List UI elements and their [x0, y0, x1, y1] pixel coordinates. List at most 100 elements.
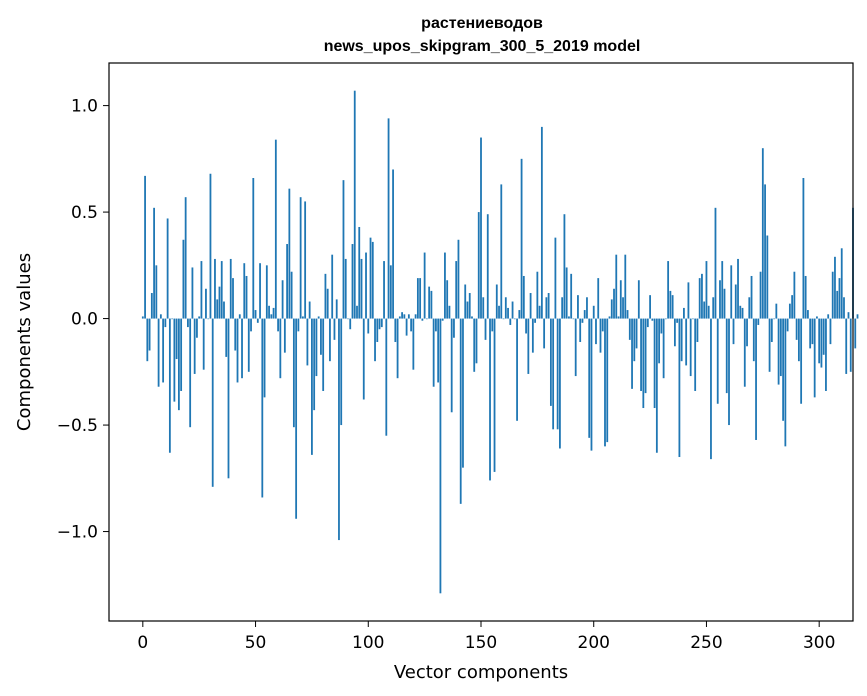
bar: [182, 239, 185, 319]
bar: [320, 318, 322, 355]
bar: [329, 318, 331, 362]
bar: [730, 265, 733, 319]
bar: [353, 90, 356, 319]
y-tick-label: 0.0: [71, 310, 98, 330]
bar: [193, 318, 196, 374]
bar: [710, 318, 712, 460]
bar: [511, 301, 514, 319]
bar: [455, 261, 458, 319]
bar: [439, 318, 442, 594]
bar: [588, 318, 591, 438]
bar: [281, 280, 284, 319]
bar: [755, 318, 757, 440]
bar: [218, 286, 221, 319]
bar: [856, 314, 859, 319]
bar: [453, 318, 455, 338]
bar: [644, 318, 647, 394]
bar: [770, 318, 773, 342]
bar: [664, 318, 667, 320]
bar: [338, 318, 340, 541]
bar: [171, 318, 174, 320]
bar: [520, 158, 523, 319]
bar: [811, 318, 814, 345]
bar: [295, 318, 298, 519]
bar: [286, 244, 289, 319]
bar: [209, 173, 212, 319]
bar: [141, 316, 144, 319]
bar: [786, 318, 789, 332]
bar: [509, 318, 512, 325]
bar: [261, 318, 264, 498]
bar: [696, 318, 699, 342]
bar: [301, 316, 304, 319]
bar: [739, 305, 742, 319]
bar: [586, 297, 588, 319]
bar: [421, 318, 424, 321]
y-tick-label: 0.5: [71, 203, 98, 223]
bar: [563, 214, 566, 319]
bar: [272, 307, 275, 319]
bar: [405, 318, 408, 336]
chart-title-line-1: растениеводов: [421, 15, 543, 32]
bar: [279, 318, 282, 379]
bar: [764, 184, 766, 319]
bar: [840, 248, 843, 319]
bar: [277, 318, 279, 332]
bar: [471, 316, 473, 319]
bar: [202, 318, 205, 370]
bar: [362, 318, 365, 400]
x-tick-label: 50: [245, 633, 267, 653]
bar: [737, 258, 739, 319]
bar: [335, 299, 338, 319]
bar: [153, 207, 155, 319]
bar: [247, 318, 250, 372]
bar: [554, 237, 557, 319]
bar: [502, 318, 505, 320]
bar: [211, 318, 214, 487]
bar: [270, 314, 273, 319]
bar: [333, 318, 336, 340]
bar: [646, 318, 649, 328]
bar: [435, 318, 437, 332]
bar: [459, 318, 462, 504]
bar: [356, 305, 358, 319]
bar: [816, 316, 818, 319]
bar: [495, 284, 498, 319]
bar: [227, 318, 230, 479]
bar: [410, 318, 413, 332]
bar: [398, 316, 401, 319]
bar: [166, 218, 169, 319]
bar: [836, 290, 839, 319]
bar: [387, 118, 390, 319]
bar: [574, 318, 577, 377]
bar: [150, 293, 153, 319]
bar: [297, 318, 300, 332]
bar: [829, 318, 832, 345]
bar: [649, 295, 651, 319]
bar: [401, 312, 403, 319]
bar: [299, 197, 302, 319]
bar: [243, 263, 246, 319]
bar: [241, 318, 243, 379]
bar: [288, 188, 291, 319]
bar: [232, 278, 234, 319]
bar: [788, 303, 791, 319]
bar: [489, 318, 491, 481]
bar: [683, 307, 685, 319]
bar: [290, 271, 293, 319]
bar: [694, 318, 697, 391]
bar: [784, 318, 787, 447]
bar: [189, 318, 192, 428]
bar: [797, 318, 800, 362]
bar: [216, 299, 219, 319]
bar: [529, 293, 532, 319]
bar: [403, 314, 406, 319]
bar: [568, 316, 570, 319]
bar: [349, 318, 352, 330]
bar: [721, 261, 724, 319]
bar: [473, 318, 476, 372]
bar: [477, 212, 480, 319]
bar: [236, 318, 239, 383]
bar: [259, 263, 261, 319]
bar: [662, 318, 665, 379]
